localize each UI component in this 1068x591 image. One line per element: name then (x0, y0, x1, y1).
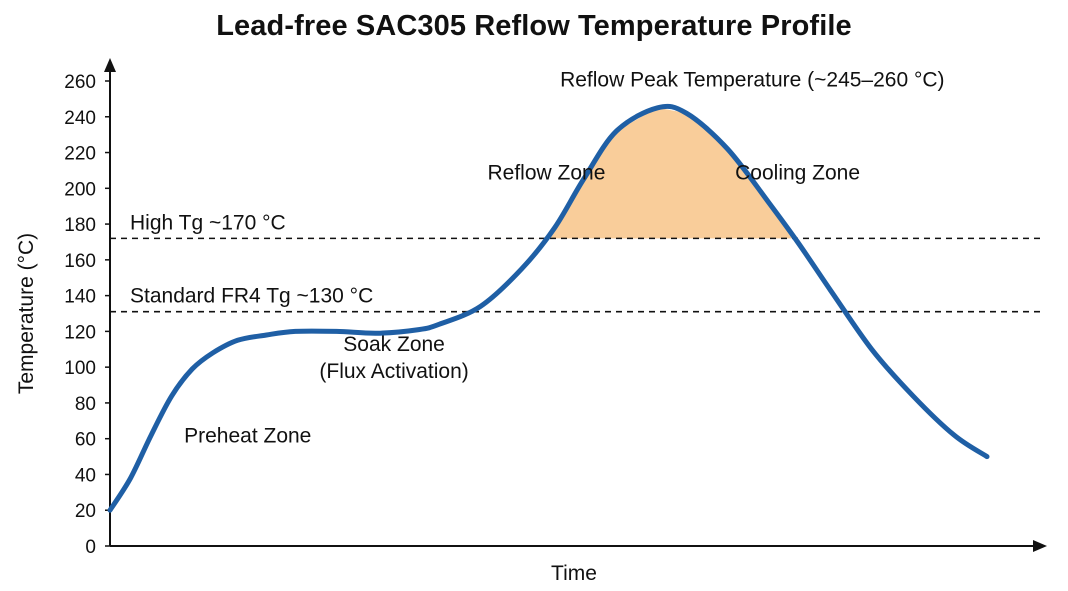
y-tick-label: 240 (64, 108, 96, 129)
y-tick-label: 100 (64, 358, 96, 379)
y-tick-label: 160 (64, 251, 96, 272)
annotation-5: Reflow Peak Temperature (~245–260 °C) (560, 68, 944, 91)
chart-title: Lead-free SAC305 Reflow Temperature Prof… (216, 10, 852, 42)
y-tick-label: 200 (64, 179, 96, 200)
y-tick-label: 20 (75, 501, 96, 522)
y-tick-label: 140 (64, 287, 96, 308)
y-tick-label: 60 (75, 430, 96, 451)
y-tick-label: 0 (85, 537, 96, 558)
annotation-2: Soak Zone (343, 333, 445, 356)
axes-layer: 0 20 40 60 80 100 120 140 160 180 200 220 240 260 Time… (15, 58, 1047, 585)
y-axis-title: Temperature (°C) (15, 233, 38, 394)
reference-line-label-2: Standard FR4 Tg ~130 °C (130, 285, 373, 308)
reference-line-label-1: High Tg ~170 °C (130, 211, 286, 234)
series-layer (107, 103, 990, 513)
y-tick-label: 260 (64, 72, 96, 93)
temperature-profile-line (107, 103, 990, 513)
y-tick-label: 180 (64, 215, 96, 236)
y-axis-arrow-icon (104, 58, 116, 72)
annotation-6: Cooling Zone (735, 161, 860, 184)
annotation-1: Preheat Zone (184, 424, 311, 447)
annotation-3: (Flux Activation) (319, 360, 468, 383)
annotation-4: Reflow Zone (487, 161, 605, 184)
shaded-region-peak (554, 107, 798, 239)
x-axis-arrow-icon (1033, 540, 1047, 552)
x-axis-title: Time (551, 562, 597, 585)
shaded-region-layer (546, 107, 798, 239)
reference-lines-layer: High Tg ~170 °C Standard FR4 Tg ~130 °C (110, 211, 1045, 313)
y-tick-label: 220 (64, 144, 96, 165)
labels-layer: Preheat Zone Soak Zone (Flux Activation) Re… (184, 68, 944, 447)
y-tick-label: 120 (64, 322, 96, 343)
y-tick-label: 40 (75, 465, 96, 486)
y-tick-label: 80 (75, 394, 96, 415)
